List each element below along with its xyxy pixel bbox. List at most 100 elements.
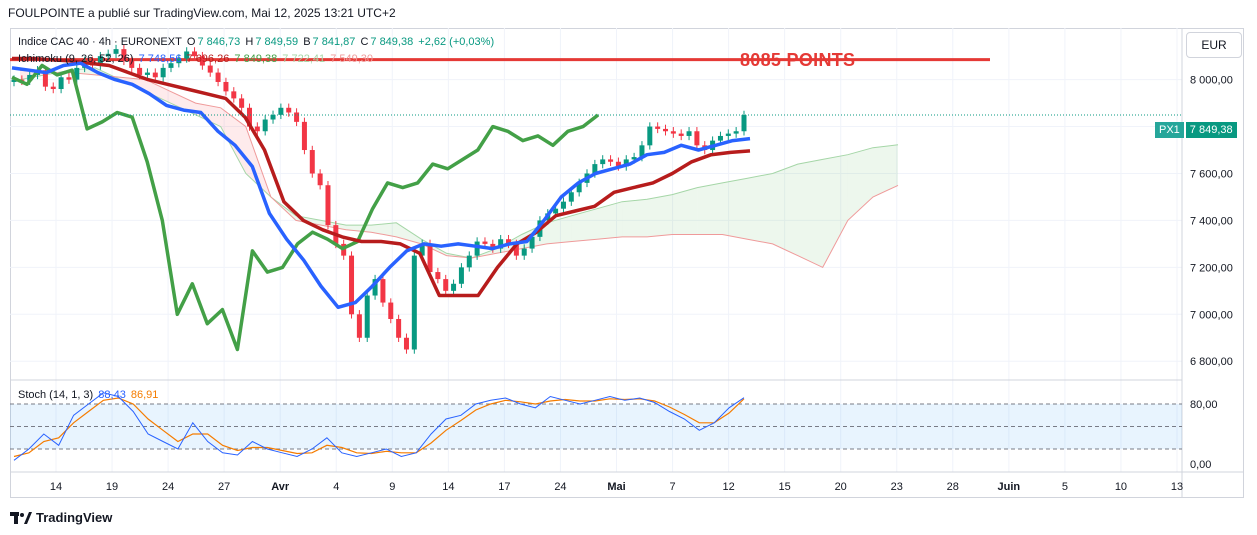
high-value: 7 849,59 <box>255 36 299 48</box>
cloud-segment <box>622 199 648 237</box>
candle-body <box>105 53 111 57</box>
candle <box>50 82 56 94</box>
candle <box>144 68 150 80</box>
cloud-segment <box>822 154 848 268</box>
symbol-label[interactable]: Indice CAC 40 · 4h · EURONEXT <box>18 36 182 48</box>
candle <box>301 117 307 155</box>
cloud-segment <box>647 194 673 237</box>
candle <box>443 274 449 296</box>
ichimoku-label[interactable]: Ichimoku (9, 26, 52, 26) <box>18 53 134 65</box>
tenkan-sen-line <box>11 61 751 310</box>
span-a-value: 7 722,41 <box>282 53 326 65</box>
candle <box>97 51 103 70</box>
time-tick-label: 24 <box>554 481 566 493</box>
time-tick-label: 9 <box>389 481 395 493</box>
candle <box>58 73 64 94</box>
candle-body <box>506 239 512 244</box>
candle-body <box>294 112 300 122</box>
open-value: 7 846,73 <box>197 36 241 48</box>
candle <box>66 73 72 84</box>
candle-body <box>741 114 747 132</box>
candle-body <box>411 255 417 350</box>
span-a-line <box>19 67 899 259</box>
candle <box>694 127 700 150</box>
stoch-label[interactable]: Stoch (14, 1, 3) <box>18 389 94 401</box>
price-tick-label: 6 800,00 <box>1190 356 1233 368</box>
candle-body <box>97 56 103 66</box>
candle <box>168 58 174 73</box>
candle <box>294 108 300 127</box>
stoch-tick-label: 0,00 <box>1190 459 1211 471</box>
candles <box>11 44 747 354</box>
candle-body <box>725 133 731 136</box>
time-tick-label: 4 <box>333 481 339 493</box>
tradingview-brand[interactable]: TradingView <box>10 510 112 525</box>
candle <box>741 110 747 136</box>
candle <box>435 267 441 284</box>
candle <box>317 169 323 190</box>
price-tick-label: 7 200,00 <box>1190 262 1233 274</box>
candle <box>74 63 80 84</box>
cloud-segment <box>596 201 623 240</box>
high-label: H <box>245 36 254 48</box>
candle-body <box>246 107 252 127</box>
price-axis: 8 000,007 800,007 600,007 400,007 200,00… <box>1190 75 1233 369</box>
tradingview-logo-icon <box>10 511 32 524</box>
time-tick-label: 10 <box>1115 481 1127 493</box>
candle <box>325 181 331 230</box>
time-tick-label: 20 <box>835 481 847 493</box>
candle-body <box>560 201 566 209</box>
candle <box>231 87 237 103</box>
candle-body <box>254 126 260 132</box>
candle-body <box>184 51 190 59</box>
candle-body <box>349 255 355 315</box>
price-tick-label: 7 600,00 <box>1190 168 1233 180</box>
cloud-segment <box>847 147 873 221</box>
candle <box>42 66 48 91</box>
candle-body <box>301 121 307 151</box>
cloud-segment <box>170 91 196 115</box>
kijun-value: 7 696,26 <box>186 53 230 65</box>
candle <box>396 314 402 342</box>
currency-button[interactable]: EUR <box>1186 32 1242 58</box>
cloud-segment <box>571 208 597 242</box>
candle-body <box>647 126 653 146</box>
candle-body <box>262 119 268 132</box>
candle-body <box>553 208 559 214</box>
candle <box>160 63 166 82</box>
candle <box>199 51 205 70</box>
candle-body <box>58 77 64 90</box>
ichimoku-legend: Ichimoku (9, 26, 52, 26) 7 748,56 7 696,… <box>18 53 375 65</box>
ichimoku-lines <box>11 56 751 352</box>
time-tick-label: 19 <box>106 481 118 493</box>
candle-body <box>176 58 182 64</box>
candle <box>458 263 464 289</box>
candle-body <box>513 243 519 256</box>
candle <box>678 129 684 141</box>
candle-body <box>50 86 56 90</box>
time-tick-label: 12 <box>722 481 734 493</box>
price-tick-label: 8 000,00 <box>1190 75 1233 87</box>
candle-body <box>192 51 198 57</box>
candle-body <box>66 77 72 80</box>
candle-body <box>239 98 245 108</box>
candle <box>254 122 260 136</box>
candle <box>733 127 739 138</box>
brand-label: TradingView <box>36 510 113 525</box>
candle-body <box>309 150 315 174</box>
candle-body <box>694 131 700 146</box>
candle <box>192 47 198 61</box>
candle <box>278 103 284 120</box>
cloud-segment <box>872 144 898 197</box>
candle <box>184 47 190 63</box>
candle-body <box>278 107 284 115</box>
change-value: +2,62 (+0,03%) <box>418 36 495 48</box>
cloud-segment <box>145 79 171 104</box>
publisher-line: FOULPOINTE a publié sur TradingView.com,… <box>8 6 396 20</box>
candle <box>388 298 394 324</box>
candle <box>608 155 614 166</box>
close-label: C <box>360 36 369 48</box>
candle <box>647 122 653 150</box>
candle-body <box>215 72 221 82</box>
